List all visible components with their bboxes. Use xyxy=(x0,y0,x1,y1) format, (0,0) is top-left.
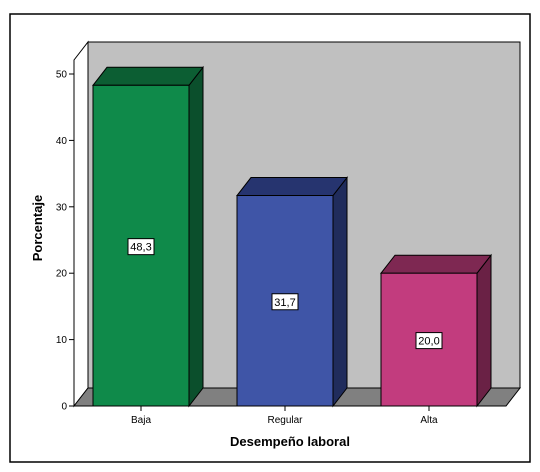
data-label: 31,7 xyxy=(274,297,295,309)
data-label: 20,0 xyxy=(418,336,439,348)
y-axis-title: Porcentaje xyxy=(30,195,45,261)
plot-area: 0 10 20 30 40 50 48,3 Baja 31,7 Regular 20,0 Alta xyxy=(56,40,522,426)
bar-top-baja xyxy=(91,66,205,86)
x-tick-label: Regular xyxy=(267,415,303,426)
data-label-box xyxy=(271,293,299,311)
y-tick-label: 10 xyxy=(56,335,68,346)
x-tick-label: Alta xyxy=(420,415,438,426)
data-label: 48,3 xyxy=(130,242,151,254)
y-tick-label: 0 xyxy=(61,402,67,413)
chart-outer-border xyxy=(9,13,531,463)
bar-side-alta xyxy=(476,253,492,408)
x-axis-title: Desempeño laboral xyxy=(230,434,350,449)
y-tick-label: 20 xyxy=(56,269,68,280)
y-tick-label: 50 xyxy=(56,70,68,81)
data-label-box xyxy=(127,238,155,256)
bar-side-regular xyxy=(332,176,348,408)
bar-top-alta xyxy=(379,254,493,274)
side-wall xyxy=(73,40,89,408)
x-tick-label: Baja xyxy=(131,415,151,426)
y-tick-label: 40 xyxy=(56,136,68,147)
bar-top-regular xyxy=(235,177,349,197)
bar-side-baja xyxy=(188,65,204,408)
data-label-box xyxy=(415,332,443,350)
y-tick-label: 30 xyxy=(56,202,68,213)
